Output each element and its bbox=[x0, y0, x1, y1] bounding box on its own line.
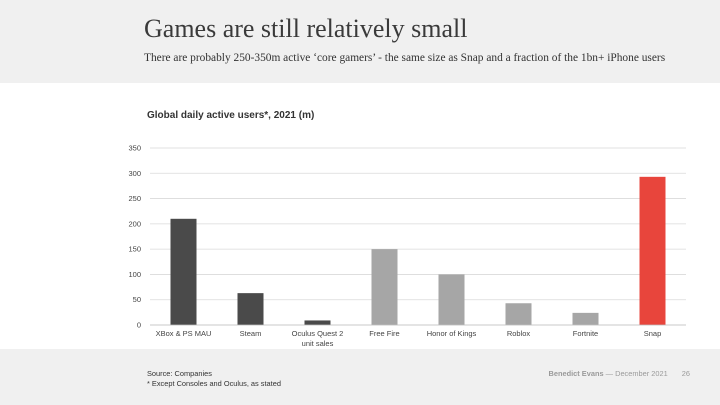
y-tick-label: 0 bbox=[137, 321, 141, 330]
slide-footer bbox=[0, 349, 720, 405]
slide-header: Games are still relatively small There a… bbox=[0, 0, 720, 83]
y-tick-label: 150 bbox=[128, 245, 141, 254]
x-tick-label: Snap bbox=[644, 329, 662, 338]
y-tick-label: 250 bbox=[128, 194, 141, 203]
slide-title: Games are still relatively small bbox=[144, 14, 468, 43]
slide-date: December 2021 bbox=[615, 369, 668, 378]
footnote-text: * Except Consoles and Oculus, as stated bbox=[147, 378, 281, 388]
x-tick-label: Honor of Kings bbox=[427, 329, 477, 338]
x-tick-label: XBox & PS MAU bbox=[156, 329, 212, 338]
y-tick-label: 300 bbox=[128, 169, 141, 178]
x-tick-label: Free Fire bbox=[369, 329, 399, 338]
x-tick-label: Roblox bbox=[507, 329, 531, 338]
bar bbox=[371, 249, 398, 325]
bar-chart: 0 50 100 150 200 250 300 350 XBox & PS MAU Steam O… bbox=[128, 144, 686, 348]
chart-title: Global daily active users*, 2021 (m) bbox=[147, 110, 315, 121]
y-tick-label: 350 bbox=[128, 144, 141, 153]
slide-subtitle: There are probably 250-350m active ‘core… bbox=[144, 52, 666, 64]
bar bbox=[438, 274, 465, 325]
y-tick-label: 100 bbox=[128, 270, 141, 279]
x-tick-label: Fortnite bbox=[573, 329, 598, 338]
y-tick-label: 200 bbox=[128, 219, 141, 228]
bar bbox=[572, 312, 599, 325]
x-tick-label: Steam bbox=[240, 329, 262, 338]
source-text: Source: Companies bbox=[147, 369, 212, 378]
x-tick-label: Oculus Quest 2 unit sales bbox=[292, 329, 344, 348]
bar bbox=[304, 320, 331, 325]
credit-separator: — bbox=[605, 369, 614, 378]
page-number: 26 bbox=[681, 369, 690, 378]
bar bbox=[639, 176, 666, 325]
bar bbox=[237, 293, 264, 325]
y-tick-label: 50 bbox=[133, 295, 141, 304]
bar bbox=[505, 303, 532, 325]
author-name: Benedict Evans bbox=[548, 369, 604, 378]
bar bbox=[170, 218, 197, 325]
slide-credit: Benedict Evans — December 2021 26 bbox=[549, 369, 690, 378]
source-note: Source: Companies * Except Consoles and … bbox=[147, 369, 281, 388]
